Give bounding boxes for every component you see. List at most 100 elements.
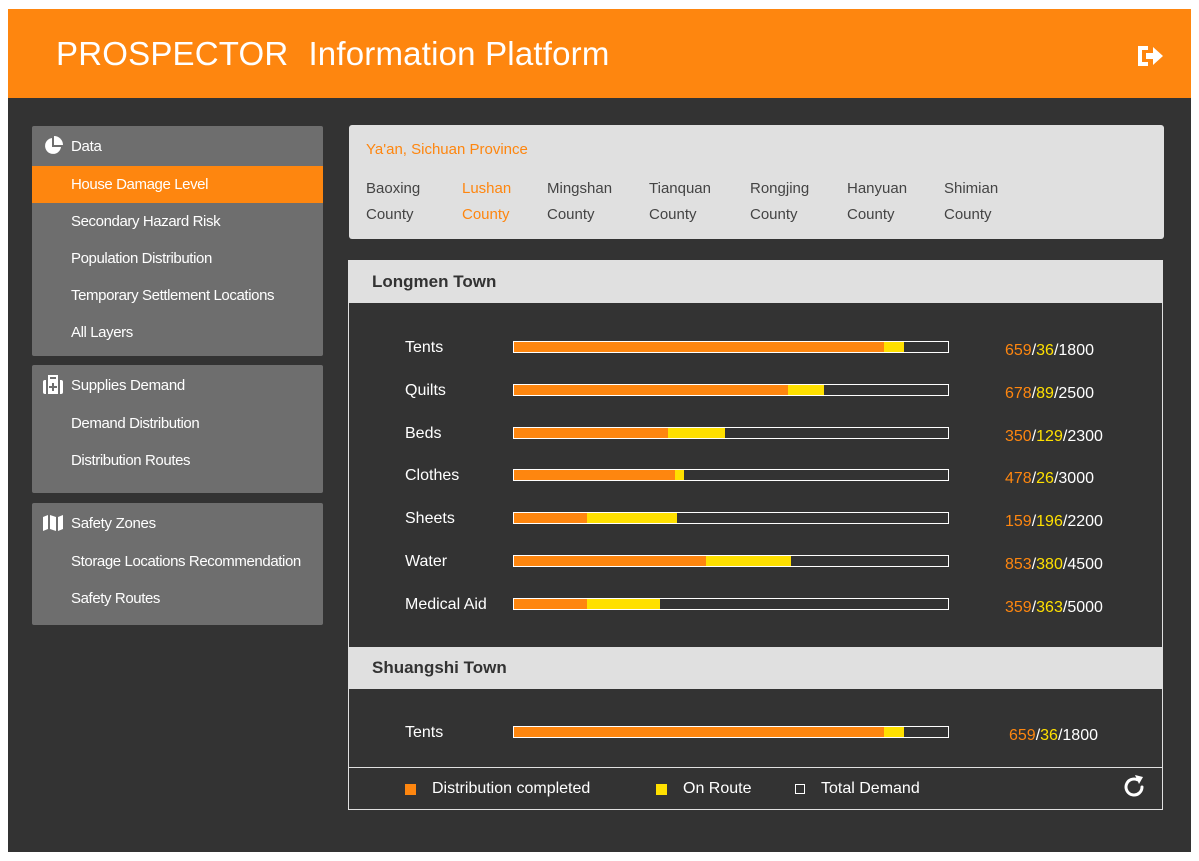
supply-bar-completed [514, 513, 588, 524]
supply-row: Quilts 678/89/2500 [349, 376, 1162, 406]
supply-label: Quilts [405, 381, 446, 399]
supply-row: Medical Aid 359/363/5000 [349, 590, 1162, 620]
legend-on-route: On Route [656, 780, 751, 798]
supply-bar-total [513, 469, 949, 482]
supply-numbers: 359/363/5000 [1005, 593, 1103, 623]
sidebar-item-distribution-routes[interactable]: Distribution Routes [71, 452, 191, 469]
sidebar-item-storage-locations-recommendation[interactable]: Storage Locations Recommendation [71, 553, 301, 570]
supply-numbers: 659/36/1800 [1005, 336, 1094, 366]
county-suffix: County [547, 206, 595, 223]
county-selector: Ya'an, Sichuan Province Baoxing County Lus… [349, 125, 1164, 239]
town-header: Shuangshi Town [349, 647, 1162, 689]
legend-swatch-total [795, 784, 805, 794]
total-value: 2300 [1067, 427, 1103, 445]
sidebar-section-title: Safety Zones [71, 514, 156, 532]
supply-bar-completed [514, 384, 789, 395]
map-icon [42, 513, 64, 533]
supply-label: Sheets [405, 510, 455, 528]
separator: / [1053, 384, 1059, 402]
total-value: 2200 [1067, 513, 1103, 531]
supply-label: Tents [405, 339, 444, 356]
supplies-panel: Longmen Town Tents 659/36/1800 Quilts 678/89… [348, 260, 1163, 810]
sidebar-section-header[interactable]: Supplies Demand [32, 365, 323, 405]
legend: Distribution completed On Route Total De… [349, 767, 1162, 809]
county-tab-shimian[interactable]: Shimian County [944, 176, 998, 228]
completed-value: 853 [1005, 556, 1032, 573]
supply-bar-completed [514, 470, 676, 481]
header-bar: PROSPECTOR Information Platform [8, 9, 1191, 98]
refresh-icon[interactable] [1120, 773, 1148, 801]
supply-numbers: 478/26/3000 [1005, 464, 1094, 494]
supply-bar-on-route [884, 342, 905, 352]
supply-numbers: 678/89/2500 [1005, 379, 1094, 409]
separator: / [1031, 556, 1037, 573]
county-tab-mingshan[interactable]: Mingshan County [547, 176, 612, 228]
completed-value: 678 [1005, 384, 1032, 402]
on-route-value: 380 [1036, 556, 1063, 573]
county-name: Mingshan [547, 180, 613, 197]
completed-value: 659 [1009, 727, 1036, 744]
county-suffix: County [750, 206, 798, 223]
supply-bar-total [513, 341, 949, 353]
sidebar-item-demand-distribution[interactable]: Demand Distribution [71, 415, 200, 432]
separator: / [1053, 470, 1059, 488]
legend-completed: Distribution completed [405, 780, 590, 798]
sidebar-item-all-layers[interactable]: All Layers [71, 324, 133, 341]
supply-row: Water 853/380/4500 [349, 547, 1162, 577]
county-suffix: County [366, 206, 414, 223]
sidebar-section-title: Data [71, 137, 102, 155]
county-tab-rongjing[interactable]: Rongjing County [750, 176, 809, 228]
supply-bar-completed [514, 556, 706, 566]
supply-bar-total [513, 726, 949, 738]
sidebar-item-house-damage-level[interactable]: House Damage Level [32, 166, 323, 203]
on-route-value: 129 [1036, 427, 1063, 445]
sidebar-section-data: Data House Damage Level Secondary Hazard… [32, 126, 323, 356]
supply-bar-completed [514, 727, 885, 737]
supply-bar-total [513, 512, 949, 525]
completed-value: 478 [1005, 470, 1032, 488]
supply-bar-total [513, 426, 949, 439]
total-value: 5000 [1067, 598, 1103, 616]
brand-subtitle: Information Platform [308, 35, 610, 72]
county-name: Rongjing [750, 180, 810, 197]
sidebar-section-header[interactable]: Safety Zones [32, 503, 323, 543]
legend-swatch-completed [405, 783, 416, 795]
on-route-value: 26 [1036, 470, 1054, 488]
sidebar-item-secondary-hazard-risk[interactable]: Secondary Hazard Risk [71, 213, 221, 230]
separator: / [1057, 727, 1063, 744]
sidebar-item-temporary-settlement-locations[interactable]: Temporary Settlement Locations [71, 287, 275, 304]
supply-bar-total [513, 597, 949, 610]
county-suffix: County [944, 206, 992, 223]
supply-bar-on-route [675, 470, 684, 481]
logout-icon[interactable] [1135, 43, 1165, 69]
supply-bar-on-route [788, 384, 825, 395]
sidebar-item-safety-routes[interactable]: Safety Routes [71, 590, 161, 607]
legend-label: Total Demand [821, 780, 920, 797]
app-window: PROSPECTOR Information Platform Data Hous… [8, 9, 1191, 852]
county-name: Tianquan [649, 180, 711, 197]
supply-row: Sheets 159/196/2200 [349, 504, 1162, 534]
legend-label: Distribution completed [432, 780, 591, 797]
county-tab-tianquan[interactable]: Tianquan County [649, 176, 711, 228]
sidebar-item-population-distribution[interactable]: Population Distribution [71, 250, 212, 267]
legend-total: Total Demand [795, 780, 920, 798]
sidebar-section-header[interactable]: Data [32, 126, 323, 166]
separator: / [1031, 342, 1037, 359]
county-tab-baoxing[interactable]: Baoxing County [366, 176, 420, 228]
legend-swatch-on-route [656, 783, 667, 795]
medical-kit-icon [42, 375, 64, 395]
county-tab-hanyuan[interactable]: Hanyuan County [847, 176, 907, 228]
supply-bar-completed [514, 427, 668, 438]
separator: / [1031, 513, 1037, 531]
county-suffix: County [847, 206, 895, 223]
total-value: 2500 [1058, 384, 1094, 402]
supply-bar-on-route [884, 727, 905, 737]
supply-numbers: 350/129/2300 [1005, 422, 1103, 452]
brand-name: PROSPECTOR [56, 35, 289, 72]
completed-value: 359 [1005, 598, 1032, 616]
region-title: Ya'an, Sichuan Province [366, 141, 528, 158]
pie-chart-icon [42, 136, 64, 156]
county-name: Hanyuan [847, 180, 908, 197]
county-tab-lushan[interactable]: Lushan County [462, 176, 511, 228]
supply-row: Beds 350/129/2300 [349, 419, 1162, 449]
